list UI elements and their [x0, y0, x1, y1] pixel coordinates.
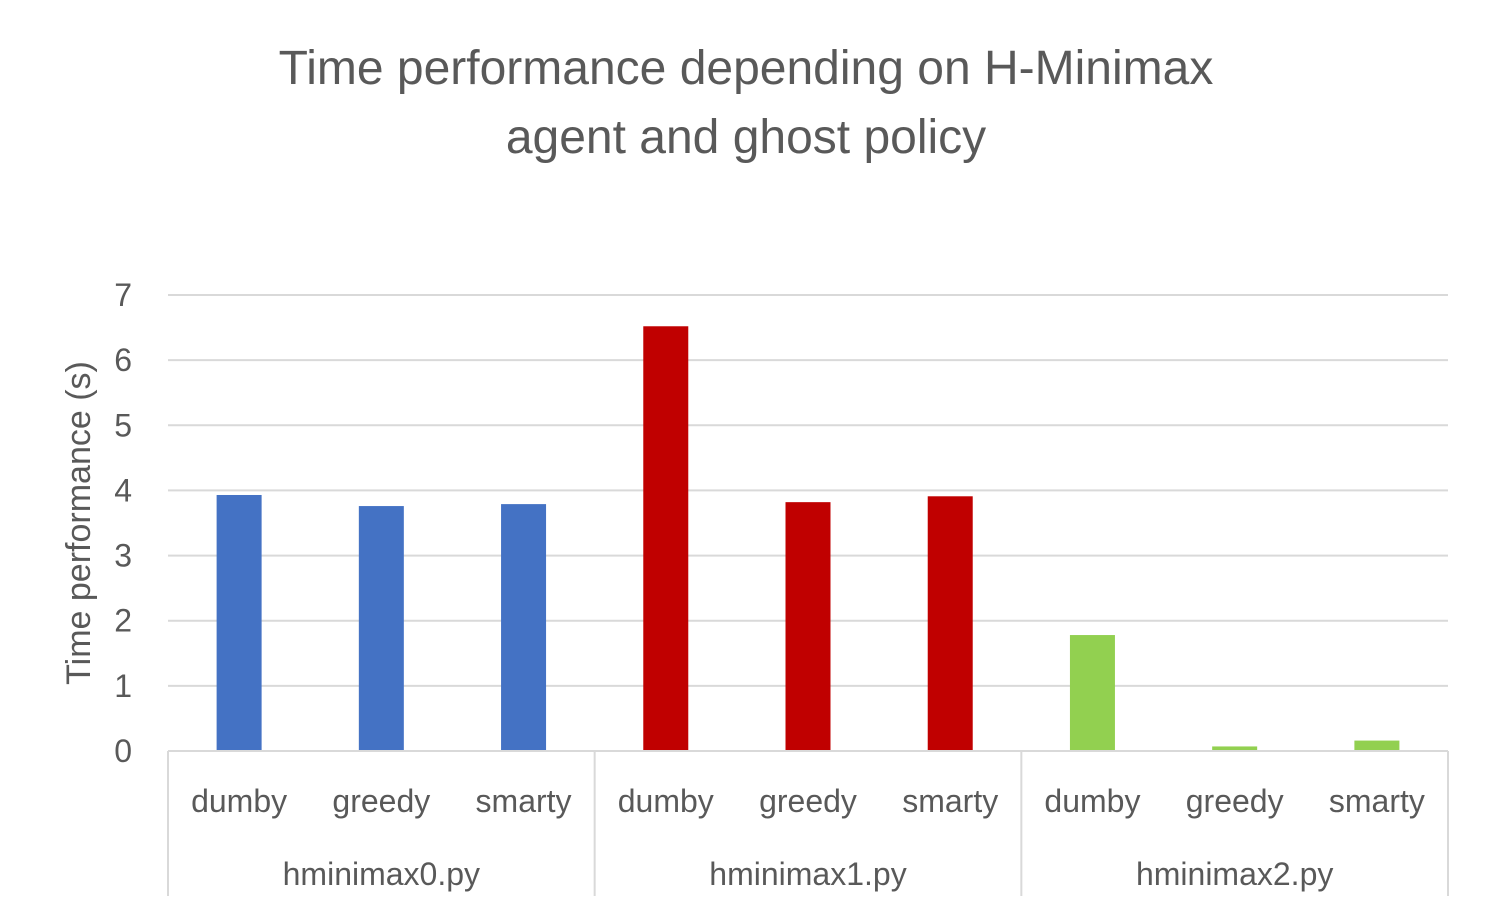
- x-category-label: greedy: [759, 783, 857, 819]
- bar-hminimax1-py-smarty: [927, 496, 973, 751]
- y-tick-label: 4: [114, 472, 132, 508]
- bar-hminimax0-py-greedy: [358, 506, 404, 751]
- x-category-label: dumby: [1044, 783, 1140, 819]
- x-category-label: smarty: [902, 783, 998, 819]
- x-category-label: smarty: [1329, 783, 1425, 819]
- bar-hminimax0-py-smarty: [501, 504, 547, 751]
- x-group-label: hminimax1.py: [709, 856, 906, 892]
- y-tick-label: 3: [114, 538, 132, 574]
- bar-hminimax1-py-greedy: [785, 502, 831, 751]
- y-tick-label: 6: [114, 342, 132, 378]
- x-group-label: hminimax0.py: [283, 856, 480, 892]
- y-tick-label: 7: [114, 277, 132, 313]
- y-tick-label: 1: [114, 668, 132, 704]
- bars: [216, 326, 1400, 751]
- chart-title: Time performance depending on H-Minimax …: [279, 42, 1214, 164]
- chart-title-line-2: agent and ghost policy: [506, 111, 986, 164]
- bar-hminimax0-py-dumby: [216, 494, 262, 751]
- x-category-label: greedy: [332, 783, 430, 819]
- x-category-label: smarty: [476, 783, 572, 819]
- x-group-label: hminimax2.py: [1136, 856, 1333, 892]
- x-category-label: dumby: [618, 783, 714, 819]
- x-category-label: dumby: [191, 783, 287, 819]
- x-axis: dumby greedy smarty hminimax0.py dumby greedy…: [167, 750, 1449, 896]
- bar-hminimax1-py-dumby: [643, 326, 689, 751]
- bar-hminimax2-py-dumby: [1069, 635, 1115, 751]
- y-axis-ticks: 0 1 2 3 4 5 6 7: [114, 277, 132, 769]
- bar-hminimax2-py-smarty: [1354, 740, 1400, 751]
- chart-title-line-1: Time performance depending on H-Minimax: [279, 42, 1214, 95]
- y-axis-label: Time performance (s): [60, 361, 98, 685]
- y-tick-label: 5: [114, 407, 132, 443]
- y-tick-label: 2: [114, 603, 132, 639]
- y-tick-label: 0: [114, 733, 132, 769]
- x-category-label: greedy: [1186, 783, 1284, 819]
- bar-hminimax2-py-greedy: [1212, 746, 1258, 751]
